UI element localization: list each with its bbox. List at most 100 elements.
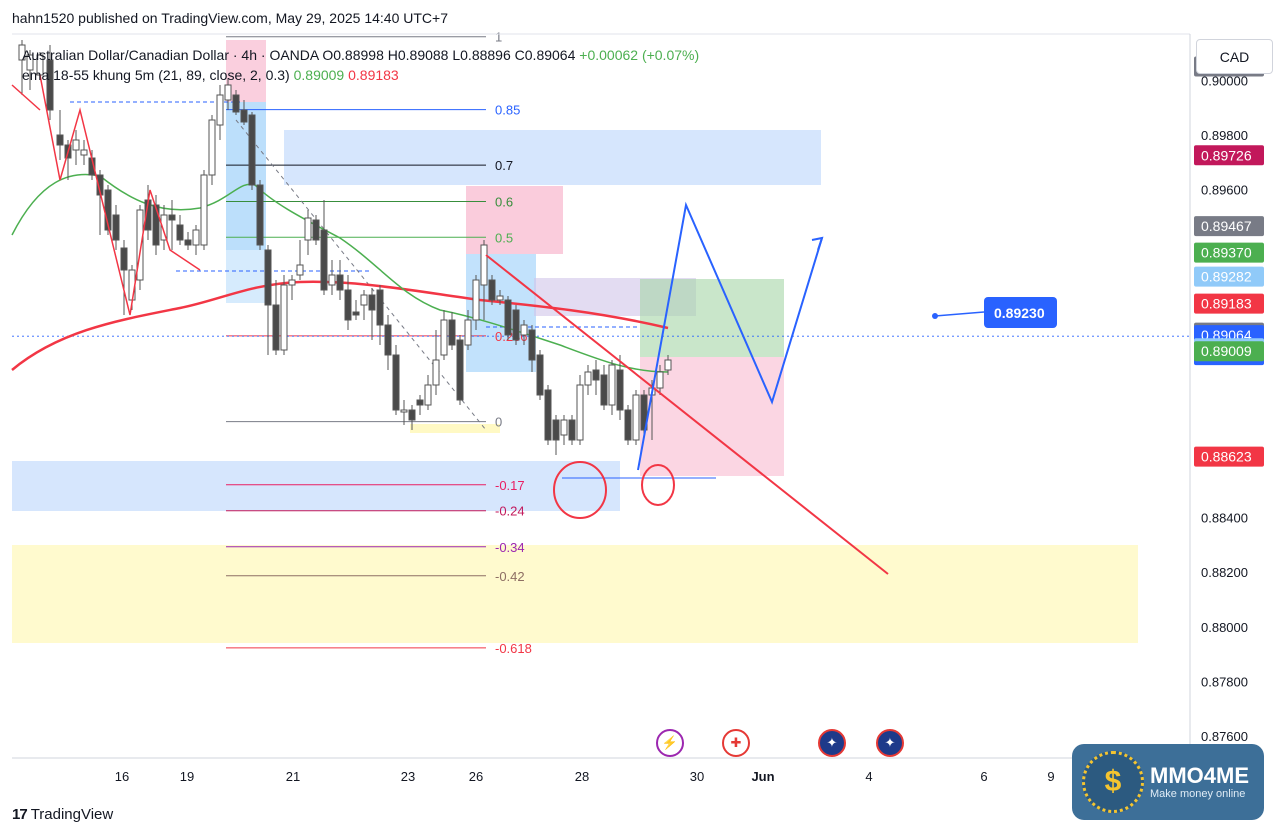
candle-body bbox=[384, 324, 392, 356]
candle-body bbox=[600, 374, 608, 406]
candle-body bbox=[200, 174, 208, 246]
candle-body bbox=[336, 274, 344, 291]
red-zigzag bbox=[39, 74, 201, 316]
candle-body bbox=[512, 309, 520, 341]
ema-slow-line bbox=[11, 280, 669, 371]
ohlc-high: H0.89088 bbox=[387, 47, 449, 63]
x-tick-label: 23 bbox=[401, 769, 415, 784]
candle-body bbox=[464, 319, 472, 346]
candle-body bbox=[120, 247, 128, 271]
candle-body bbox=[232, 94, 240, 113]
candle-body bbox=[192, 229, 200, 246]
currency-button[interactable]: CAD bbox=[1196, 39, 1273, 74]
candle-body bbox=[400, 409, 408, 413]
fib-label: 1 bbox=[495, 30, 502, 45]
y-tick-label: 0.88000 bbox=[1201, 620, 1248, 635]
publish-info: hahn1520 published on TradingView.com, M… bbox=[12, 10, 448, 26]
candle-body bbox=[576, 384, 584, 441]
ema-slow-value: 0.89183 bbox=[348, 67, 399, 83]
y-tick-label: 0.90000 bbox=[1201, 73, 1248, 88]
candle-body bbox=[208, 119, 216, 176]
x-tick-label: 28 bbox=[575, 769, 589, 784]
price-tag-label: 0.89282 bbox=[1201, 269, 1252, 285]
indicator-title[interactable]: ema 18-55 khung 5m (21, 89, close, 2, 0.… bbox=[22, 67, 290, 83]
mmo4me-watermark: $ MMO4ME Make money online bbox=[1072, 744, 1264, 820]
candle-body bbox=[176, 224, 184, 241]
candle-body bbox=[592, 369, 600, 381]
candle-body bbox=[656, 371, 664, 389]
y-tick-label: 0.89600 bbox=[1201, 183, 1248, 198]
candle-body bbox=[584, 371, 592, 386]
candle-body bbox=[352, 311, 360, 316]
red-circle-annotation bbox=[553, 461, 607, 519]
red-zigzag bbox=[11, 84, 41, 111]
ohlc-close: C0.89064 bbox=[514, 47, 576, 63]
tradingview-footer[interactable]: 17 TradingView bbox=[12, 806, 113, 823]
x-tick-label: 19 bbox=[180, 769, 194, 784]
candle-body bbox=[624, 409, 632, 441]
y-tick-label: 0.89800 bbox=[1201, 128, 1248, 143]
rect-zone-blue-lower bbox=[12, 461, 620, 511]
fib-box-yellow-zero bbox=[410, 424, 500, 433]
y-tick-label: 0.88400 bbox=[1201, 511, 1248, 526]
candle-body bbox=[216, 94, 224, 126]
candle-body bbox=[328, 274, 336, 286]
candle-body bbox=[56, 134, 64, 146]
candle-body bbox=[296, 264, 304, 276]
rect-zone-yellow bbox=[12, 545, 1138, 643]
tradingview-brand: TradingView bbox=[30, 806, 114, 823]
fib-label: 0.5 bbox=[495, 230, 513, 245]
fib-box-pink-top bbox=[226, 40, 266, 102]
fib-label: -0.42 bbox=[495, 569, 525, 584]
lightning-icon[interactable]: ⚡ bbox=[656, 729, 684, 757]
candle-body bbox=[304, 217, 312, 241]
fib-label: 0 bbox=[495, 415, 502, 430]
symbol-title[interactable]: Australian Dollar/Canadian Dollar · 4h ·… bbox=[22, 47, 319, 63]
x-tick-label: 9 bbox=[1047, 769, 1054, 784]
candle-body bbox=[528, 329, 536, 361]
candle-body bbox=[18, 44, 26, 61]
candle-body bbox=[112, 214, 120, 241]
price-tag-label: 0.89183 bbox=[1201, 296, 1252, 312]
fib-label: 0.6 bbox=[495, 194, 513, 209]
x-tick-label: 30 bbox=[690, 769, 704, 784]
candle-body bbox=[136, 209, 144, 281]
candle-body bbox=[344, 289, 352, 321]
candle-body bbox=[256, 184, 264, 246]
candle-body bbox=[616, 369, 624, 411]
candle-body bbox=[416, 399, 424, 406]
tradingview-logo-icon: 17 bbox=[12, 806, 28, 823]
candle-body bbox=[26, 54, 34, 71]
candle-body bbox=[280, 284, 288, 351]
x-tick-label: 16 bbox=[115, 769, 129, 784]
candle-body bbox=[184, 239, 192, 246]
projection-arrowhead bbox=[811, 236, 824, 251]
canada-flag-icon[interactable]: ✚ bbox=[722, 729, 750, 757]
ohlc-change: +0.00062 (+0.07%) bbox=[579, 47, 700, 63]
watermark-title: MMO4ME bbox=[1150, 763, 1249, 788]
price-tag bbox=[1194, 446, 1264, 467]
candle-body bbox=[640, 394, 648, 431]
chart-legend: Australian Dollar/Canadian Dollar · 4h ·… bbox=[22, 45, 699, 85]
rect-zone-blue-upper bbox=[284, 130, 821, 185]
candle-body bbox=[496, 295, 504, 301]
fib-label: -0.618 bbox=[495, 641, 532, 656]
candle-body bbox=[360, 294, 368, 306]
australia-flag-icon[interactable]: ✦ bbox=[876, 729, 904, 757]
candle-body bbox=[272, 304, 280, 351]
y-tick-label: 0.87600 bbox=[1201, 729, 1248, 744]
candle-body bbox=[488, 279, 496, 301]
candle-body bbox=[560, 419, 568, 436]
ohlc-open: O0.88998 bbox=[322, 47, 384, 63]
candle-body bbox=[368, 294, 376, 311]
price-tag-label: 0.89009 bbox=[1201, 343, 1252, 359]
x-tick-label: 4 bbox=[865, 769, 872, 784]
red-trendline bbox=[485, 254, 889, 575]
candle-body bbox=[408, 409, 416, 421]
callout-box bbox=[984, 297, 1057, 328]
candle-body bbox=[552, 419, 560, 441]
candle-body bbox=[664, 359, 672, 371]
australia-flag-icon[interactable]: ✦ bbox=[818, 729, 846, 757]
candle-body bbox=[448, 319, 456, 346]
